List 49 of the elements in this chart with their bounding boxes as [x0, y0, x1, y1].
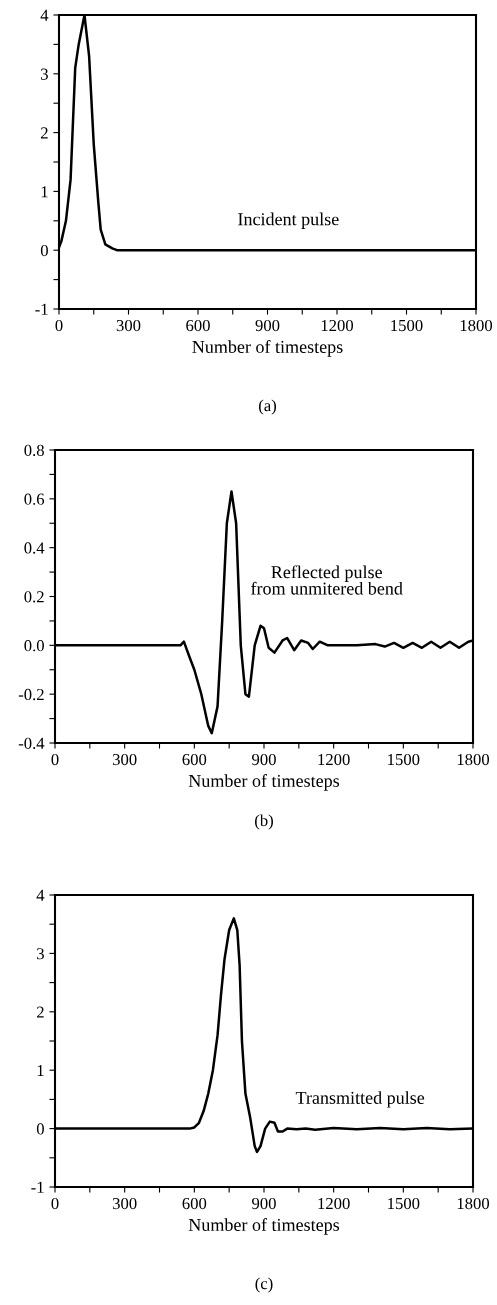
x-tick-label: 1500 [391, 319, 423, 332]
x-tick-label: 600 [182, 753, 207, 766]
x-tick-label: 600 [182, 1197, 207, 1210]
x-tick-label: 300 [112, 1197, 137, 1210]
x-tick-label: 1800 [457, 753, 490, 766]
x-tick-label: 900 [255, 319, 280, 332]
x-tick-label: 0 [55, 319, 63, 332]
x-tick-label: 300 [116, 319, 141, 332]
x-tick-label: 1800 [460, 319, 493, 332]
y-tick-label: 1 [41, 186, 48, 198]
y-tick-label: -0.2 [18, 688, 44, 701]
x-tick-label: 1800 [457, 1197, 490, 1210]
text: (c) [255, 1277, 273, 1293]
x-axis-title: Number of timesteps [188, 774, 340, 791]
y-tick-label: 3 [41, 68, 48, 80]
y-tick-label: -1 [35, 303, 48, 315]
x-tick-label: 0 [51, 753, 59, 766]
y-tick-label: 4 [36, 889, 45, 901]
y-tick-label: 0 [40, 244, 48, 257]
x-tick-label: 1500 [388, 753, 420, 766]
y-tick-label: -0.4 [18, 737, 45, 750]
y-tick-label: 3 [37, 948, 44, 960]
y-tick-label: 2 [40, 127, 48, 139]
annotation: Transmitted pulse [295, 1091, 425, 1108]
y-tick-label: 2 [36, 1006, 44, 1018]
x-tick-label: 1200 [321, 319, 354, 332]
y-tick-label: 1 [37, 1064, 44, 1076]
y-tick-label: 0 [36, 1123, 44, 1135]
text: (b) [255, 814, 273, 830]
x-tick-label: 900 [252, 1197, 276, 1210]
y-tick-label: 4 [40, 9, 49, 21]
y-tick-label: -1 [31, 1181, 44, 1193]
y-tick-label: 0.0 [24, 640, 44, 652]
y-tick-label: 0.8 [24, 444, 44, 457]
x-tick-label: 600 [186, 319, 210, 332]
x-tick-label: 300 [112, 753, 137, 766]
x-tick-label: 0 [51, 1197, 59, 1210]
y-tick-label: 0.6 [24, 493, 45, 505]
x-tick-label: 1200 [318, 1197, 350, 1210]
x-tick-label: 1200 [318, 753, 350, 766]
x-tick-label: 1500 [388, 1197, 420, 1210]
annotation: Reflected pulse from unmitered bend [251, 565, 403, 595]
y-tick-label: 0.4 [24, 542, 45, 554]
y-tick-label: 0.2 [24, 591, 44, 603]
x-axis-title: Number of timesteps [192, 340, 343, 357]
text: (a) [258, 399, 277, 415]
x-tick-label: 900 [252, 753, 276, 766]
x-axis-title: Number of timesteps [188, 1218, 340, 1235]
annotation: Incident pulse [238, 212, 339, 229]
